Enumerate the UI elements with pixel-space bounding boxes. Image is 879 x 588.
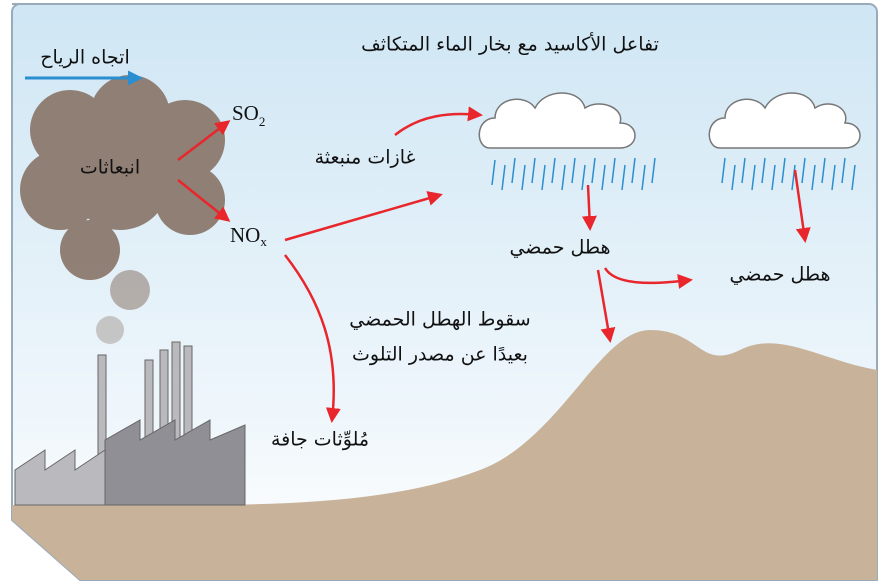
dry-label: مُلوِّثات جافة [271, 429, 369, 451]
ground [12, 330, 877, 580]
arrows [177, 106, 811, 423]
acid-label: هطل حمضي [509, 237, 610, 259]
far-fall-label: بعيدًا عن مصدر التلوث [352, 344, 528, 366]
title: تفاعل الأكاسيد مع بخار الماء المتكاثف [361, 33, 659, 56]
smoke [20, 75, 225, 344]
rain [491, 157, 856, 191]
nox-label: NOx [230, 223, 267, 249]
acid-label: هطل حمضي [729, 264, 830, 286]
far-fall-label: سقوط الهطل الحمضي [349, 309, 530, 331]
wind-label: اتجاه الرياح [40, 47, 130, 69]
so2-label: SO2 [232, 101, 265, 129]
gases-label: غازات منبعثة [315, 147, 416, 169]
emissions-label: انبعاثات [80, 157, 140, 179]
factory [14, 341, 246, 506]
clouds [478, 92, 861, 149]
